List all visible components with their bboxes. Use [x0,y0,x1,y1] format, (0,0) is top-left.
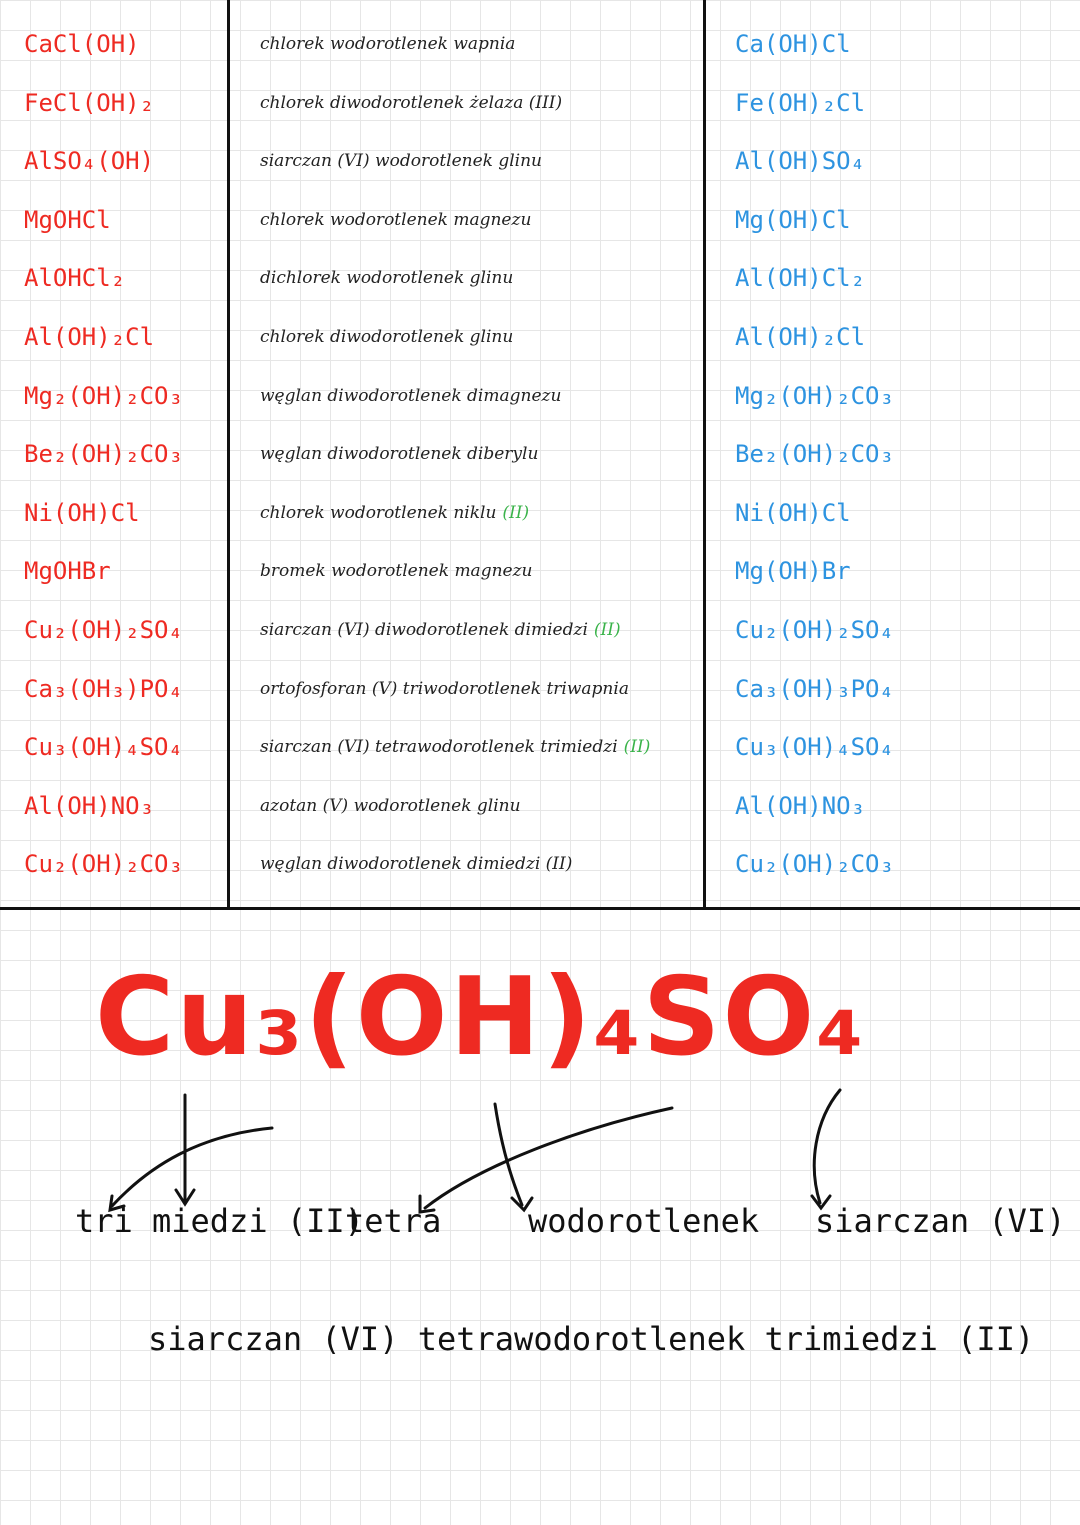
compound-name: węglan diwodorotlenek diberylu [260,425,700,483]
formula-right: Be₂(OH)₂CO₃ [735,440,894,469]
formula-right: Mg₂(OH)₂CO₃ [735,381,894,410]
compound-name-text: dichlorek wodorotlenek glinu [260,268,514,289]
compound-name: chlorek diwodorotlenek glinu [260,308,700,366]
resulting-name: siarczan (VI) tetrawodorotlenek trimiedz… [148,1320,1035,1358]
table-row: AlSO₄(OH) siarczan (VI) wodorotlenek glin… [0,132,1080,190]
compound-name-text: chlorek wodorotlenek wapnia [260,34,516,54]
formula-left: AlOHCl₂ [24,264,126,293]
compound-name: siarczan (VI) wodorotlenek glinu [260,132,700,190]
formula-right: Cu₃(OH)₄SO₄ [735,733,894,762]
compound-name: siarczan (VI) tetrawodorotlenek trimiedz… [260,718,700,776]
table-row: Mg₂(OH)₂CO₃ węglan diwodorotlenek dimagne… [0,367,1080,425]
oxidation-state: (II) [502,502,530,523]
formula-left: AlSO₄(OH) [24,147,155,176]
part-siarczan: siarczan (VI) [815,1202,1066,1240]
table-row: Cu₂(OH)₂CO₃ węglan diwodorotlenek dimiedz… [0,835,1080,893]
column-divider-left [227,0,230,910]
compound-name-text: siarczan (VI) tetrawodorotlenek trimiedz… [260,737,618,758]
compound-name-text: węglan diwodorotlenek diberylu [260,444,539,465]
formula-right: Ni(OH)Cl [735,498,851,527]
formula-left: CaCl(OH) [24,30,140,58]
compound-name: bromek wodorotlenek magnezu [260,542,700,600]
compound-name-text: węglan diwodorotlenek dimiedzi (II) [260,854,573,875]
formula-left: Ni(OH)Cl [24,498,140,527]
compound-name: dichlorek wodorotlenek glinu [260,249,700,307]
formula-left: Cu₂(OH)₂CO₃ [24,850,183,879]
formula-right: Mg(OH)Cl [735,205,851,234]
compound-name: chlorek wodorotlenek niklu (II) [260,484,700,542]
compound-name-text: chlorek wodorotlenek niklu [260,502,497,523]
compound-name-text: ortofosforan (V) triwodorotlenek triwapn… [260,678,629,699]
table-row: AlOHCl₂ dichlorek wodorotlenek glinu Al(OH… [0,249,1080,307]
table-row: CaCl(OH) chlorek wodorotlenek wapnia Ca(OH… [0,15,1080,73]
formula-left: MgOHBr [24,557,111,586]
compound-name: azotan (V) wodorotlenek glinu [260,777,700,835]
formula-right: Cu₂(OH)₂CO₃ [735,850,894,879]
compound-name-text: węglan diwodorotlenek dimagnezu [260,385,562,406]
compound-name-text: chlorek diwodorotlenek glinu [260,327,514,347]
table-row: Cu₂(OH)₂SO₄ siarczan (VI) diwodorotlenek … [0,601,1080,659]
compound-name-text: chlorek diwodorotlenek żelaza (III) [260,92,563,113]
compound-name: chlorek wodorotlenek wapnia [260,15,700,73]
compound-name: węglan diwodorotlenek dimiedzi (II) [260,835,700,893]
part-miedzi: miedzi (II) [152,1202,364,1240]
compound-name-text: siarczan (VI) wodorotlenek glinu [260,151,543,172]
table-row: Al(OH)NO₃ azotan (V) wodorotlenek glinu Al… [0,777,1080,835]
compound-name: siarczan (VI) diwodorotlenek dimiedzi (II… [260,601,700,659]
table-row: Ca₃(OH₃)PO₄ ortofosforan (V) triwodorotle… [0,660,1080,718]
formula-left: Be₂(OH)₂CO₃ [24,440,183,469]
column-divider-right [703,0,706,910]
formula-left: FeCl(OH)₂ [24,88,155,117]
table-row: Ni(OH)Cl chlorek wodorotlenek niklu (II) Ni… [0,484,1080,542]
part-wodorotlenek: wodorotlenek [528,1202,760,1240]
formula-right: Mg(OH)Br [735,557,851,586]
formula-right: Fe(OH)₂Cl [735,88,866,117]
formula-right: Ca₃(OH)₃PO₄ [735,674,894,703]
table-bottom-border [0,907,1080,910]
table-row: MgOHBr bromek wodorotlenek magnezu Mg(OH)B… [0,542,1080,600]
formula-right: Cu₂(OH)₂SO₄ [735,616,894,644]
oxidation-state: (II) [623,737,651,758]
table-row: FeCl(OH)₂ chlorek diwodorotlenek żelaza (… [0,74,1080,132]
compound-name-text: azotan (V) wodorotlenek glinu [260,795,521,816]
formula-left: MgOHCl [24,205,111,234]
oxidation-state: (II) [593,620,621,640]
formula-left: Cu₂(OH)₂SO₄ [24,616,183,644]
table-row: Be₂(OH)₂CO₃ węglan diwodorotlenek diberyl… [0,425,1080,483]
part-tetra: tetra [345,1202,442,1240]
formula-left: Mg₂(OH)₂CO₃ [24,381,183,410]
compound-name: chlorek wodorotlenek magnezu [260,191,700,249]
compound-name-text: bromek wodorotlenek magnezu [260,561,533,582]
formula-left: Ca₃(OH₃)PO₄ [24,674,183,703]
formula-left: Al(OH)₂Cl [24,323,155,351]
part-tri: tri [75,1202,133,1240]
formula-right: Al(OH)Cl₂ [735,264,866,293]
compound-name: chlorek diwodorotlenek żelaza (III) [260,74,700,132]
formula-right: Al(OH)NO₃ [735,791,866,820]
formula-right: Al(OH)₂Cl [735,323,866,351]
compound-name: ortofosforan (V) triwodorotlenek triwapn… [260,660,700,718]
table-row: Cu₃(OH)₄SO₄ siarczan (VI) tetrawodorotlen… [0,718,1080,776]
compound-name-text: chlorek wodorotlenek magnezu [260,209,532,230]
formula-left: Cu₃(OH)₄SO₄ [24,733,183,762]
compound-name: węglan diwodorotlenek dimagnezu [260,367,700,425]
formula-right: Al(OH)SO₄ [735,147,866,176]
formula-right: Ca(OH)Cl [735,30,851,58]
table-row: Al(OH)₂Cl chlorek diwodorotlenek glinu Al(… [0,308,1080,366]
formula-left: Al(OH)NO₃ [24,791,155,820]
table-row: MgOHCl chlorek wodorotlenek magnezu Mg(OH)… [0,191,1080,249]
example-formula: Cu₃(OH)₄SO₄ [95,955,866,1080]
compound-name-text: siarczan (VI) diwodorotlenek dimiedzi [260,620,588,640]
